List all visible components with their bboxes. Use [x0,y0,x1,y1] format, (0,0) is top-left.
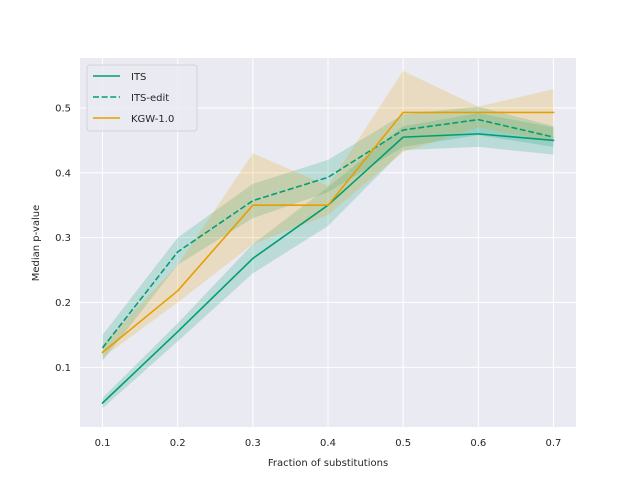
x-tick-label: 0.6 [470,438,486,449]
x-tick-label: 0.3 [245,438,261,449]
confidence-band [102,70,554,358]
series-lines [101,111,555,405]
y-tick-label: 0.4 [55,168,71,179]
x-axis: 0.1 0.2 0.3 0.4 0.5 0.6 0.7 [95,438,562,449]
confidence-bands [102,70,554,409]
x-tick-label: 0.2 [170,438,186,449]
y-axis-label: Median p-value [31,205,42,282]
series-line [101,118,554,349]
y-tick-label: 0.2 [55,298,71,309]
x-tick-label: 0.5 [395,438,411,449]
confidence-band [102,113,554,409]
y-tick-label: 0.5 [55,103,71,114]
x-tick-label: 0.4 [320,438,336,449]
y-axis: 0.1 0.2 0.3 0.4 0.5 [55,103,71,373]
confidence-band [102,106,554,361]
legend-label: ITS-edit [131,93,169,104]
x-tick-label: 0.7 [546,438,562,449]
legend: ITS ITS-edit KGW-1.0 [86,64,198,132]
series-line [101,111,555,354]
legend-frame [86,64,198,132]
legend-label: KGW-1.0 [131,114,174,125]
x-tick-label: 0.1 [95,438,111,449]
y-tick-label: 0.3 [55,233,71,244]
x-axis-label: Fraction of substitutions [268,458,388,469]
y-tick-label: 0.1 [55,363,71,374]
legend-label: ITS [131,72,146,83]
